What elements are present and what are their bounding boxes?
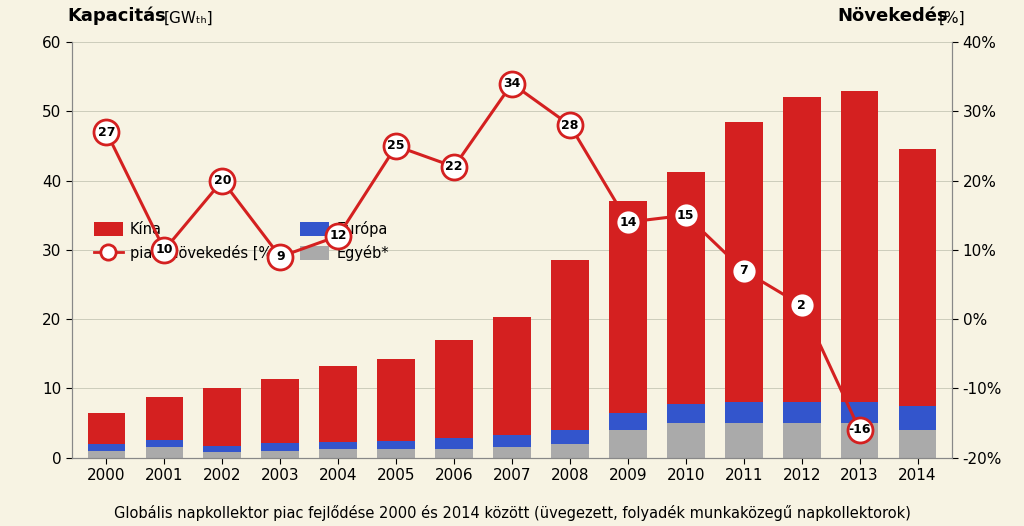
Bar (899, 406, 936, 430)
Bar (841, 90, 879, 402)
Bar (609, 430, 647, 458)
Text: Növekedés: Növekedés (838, 7, 948, 25)
Bar (609, 201, 647, 412)
Bar (204, 452, 241, 458)
Text: 34: 34 (504, 77, 520, 90)
Bar (435, 438, 473, 449)
Bar (261, 451, 299, 458)
Bar (261, 379, 299, 443)
Text: 10: 10 (156, 244, 173, 256)
Bar (88, 451, 125, 458)
Text: 27: 27 (97, 126, 115, 139)
Bar (783, 402, 820, 423)
Bar (725, 423, 763, 458)
Text: Globális napkollektor piac fejlődése 2000 és 2014 között (üvegezett, folyadék mu: Globális napkollektor piac fejlődése 200… (114, 505, 910, 521)
Bar (551, 444, 589, 458)
Bar (609, 412, 647, 430)
Text: 22: 22 (445, 160, 463, 173)
Bar (377, 449, 415, 458)
Text: 14: 14 (620, 216, 637, 229)
Bar (319, 366, 357, 442)
Bar (841, 402, 879, 423)
Bar (377, 441, 415, 449)
Bar (88, 413, 125, 444)
Text: 12: 12 (330, 229, 347, 242)
Bar (145, 397, 183, 440)
Text: 15: 15 (677, 209, 694, 222)
Legend: Kína, piaci növekedés [%], Európa, Egyéb*: Kína, piaci növekedés [%], Európa, Egyéb… (88, 216, 395, 267)
Bar (435, 449, 473, 458)
Text: Kapacitás: Kapacitás (68, 7, 166, 25)
Bar (494, 447, 530, 458)
Text: -16: -16 (848, 423, 870, 437)
Bar (494, 435, 530, 447)
Text: [GWₜₕ]: [GWₜₕ] (164, 11, 214, 25)
Bar (899, 149, 936, 406)
Text: 20: 20 (214, 174, 231, 187)
Bar (667, 423, 705, 458)
Bar (204, 446, 241, 452)
Bar (319, 449, 357, 458)
Bar (667, 403, 705, 423)
Text: [%]: [%] (939, 11, 966, 25)
Bar (783, 423, 820, 458)
Bar (319, 442, 357, 449)
Text: 28: 28 (561, 119, 579, 132)
Bar (145, 447, 183, 458)
Bar (667, 171, 705, 403)
Bar (204, 388, 241, 446)
Bar (145, 440, 183, 447)
Text: 9: 9 (275, 250, 285, 264)
Bar (551, 430, 589, 444)
Text: 2: 2 (798, 299, 806, 312)
Bar (261, 443, 299, 451)
Text: 25: 25 (387, 139, 404, 153)
Bar (88, 444, 125, 451)
Bar (725, 122, 763, 402)
Bar (494, 317, 530, 435)
Bar (377, 359, 415, 441)
Text: 7: 7 (739, 264, 749, 277)
Bar (725, 402, 763, 423)
Bar (783, 97, 820, 402)
Bar (899, 430, 936, 458)
Bar (841, 423, 879, 458)
Bar (551, 260, 589, 430)
Bar (435, 340, 473, 438)
